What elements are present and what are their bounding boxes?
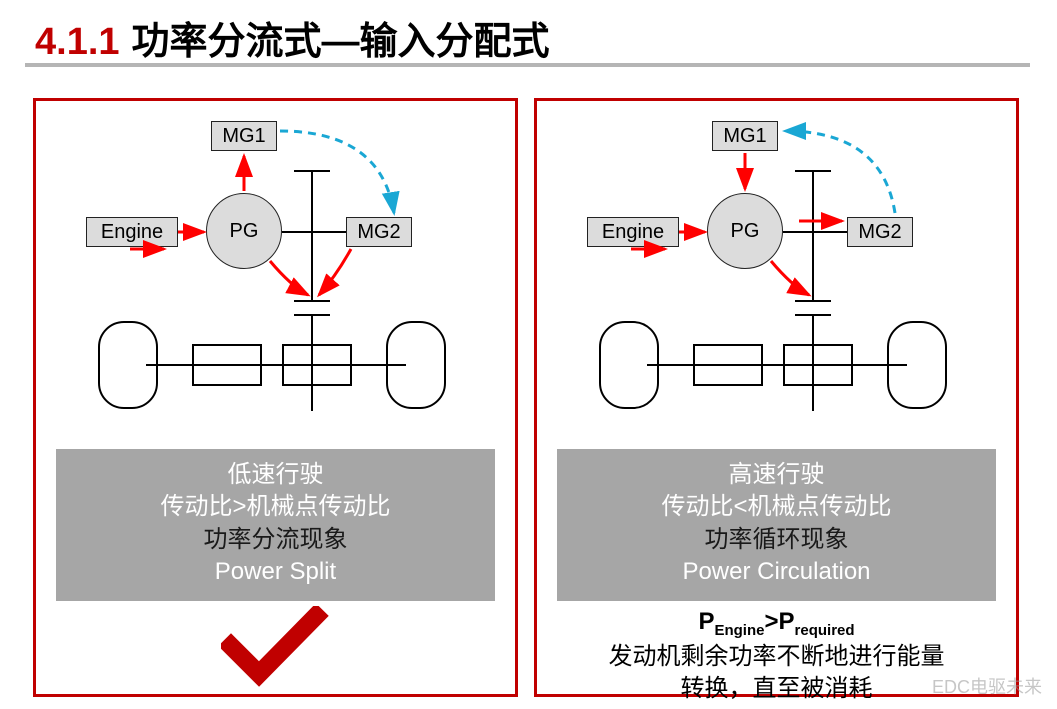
header-underline [25,63,1030,67]
checkmark-icon [221,606,331,691]
left-diagram: Engine MG1 MG2 PG [36,101,515,446]
cap-r2: 传动比<机械点传动比 [562,491,991,523]
header-title: 功率分流式—输入分配式 [132,10,550,65]
cap-r1: 高速行驶 [562,459,991,491]
header-number: 4.1.1 [35,21,120,64]
diff-box-left [192,344,262,386]
right-panel: Engine MG1 MG2 PG [534,98,1019,697]
right-caption: 高速行驶 传动比<机械点传动比 功率循环现象 Power Circulation [557,449,996,601]
cap-l3: 功率分流现象 [61,524,490,556]
diff-box-left-r [693,344,763,386]
cap-l1: 低速行驶 [61,459,490,491]
diff-box-right [282,344,352,386]
watermark: EDC电驱未来 [932,673,1042,699]
cap-l2: 传动比>机械点传动比 [61,491,490,523]
left-caption: 低速行驶 传动比>机械点传动比 功率分流现象 Power Split [56,449,495,601]
cap-l4: Power Split [61,556,490,588]
right-diagram: Engine MG1 MG2 PG [537,101,1016,446]
right-wheel-r [887,321,947,409]
footer-formula: PEngine>Prequired [547,606,1006,641]
left-wheel-r [599,321,659,409]
left-wheel [98,321,158,409]
cap-r4: Power Circulation [562,556,991,588]
content-row: Engine MG1 MG2 PG [33,98,1019,697]
footer-line1: 发动机剩余功率不断地进行能量 [547,641,1006,673]
diff-box-right-r [783,344,853,386]
cap-r3: 功率循环现象 [562,524,991,556]
left-panel: Engine MG1 MG2 PG [33,98,518,697]
right-wheel [386,321,446,409]
